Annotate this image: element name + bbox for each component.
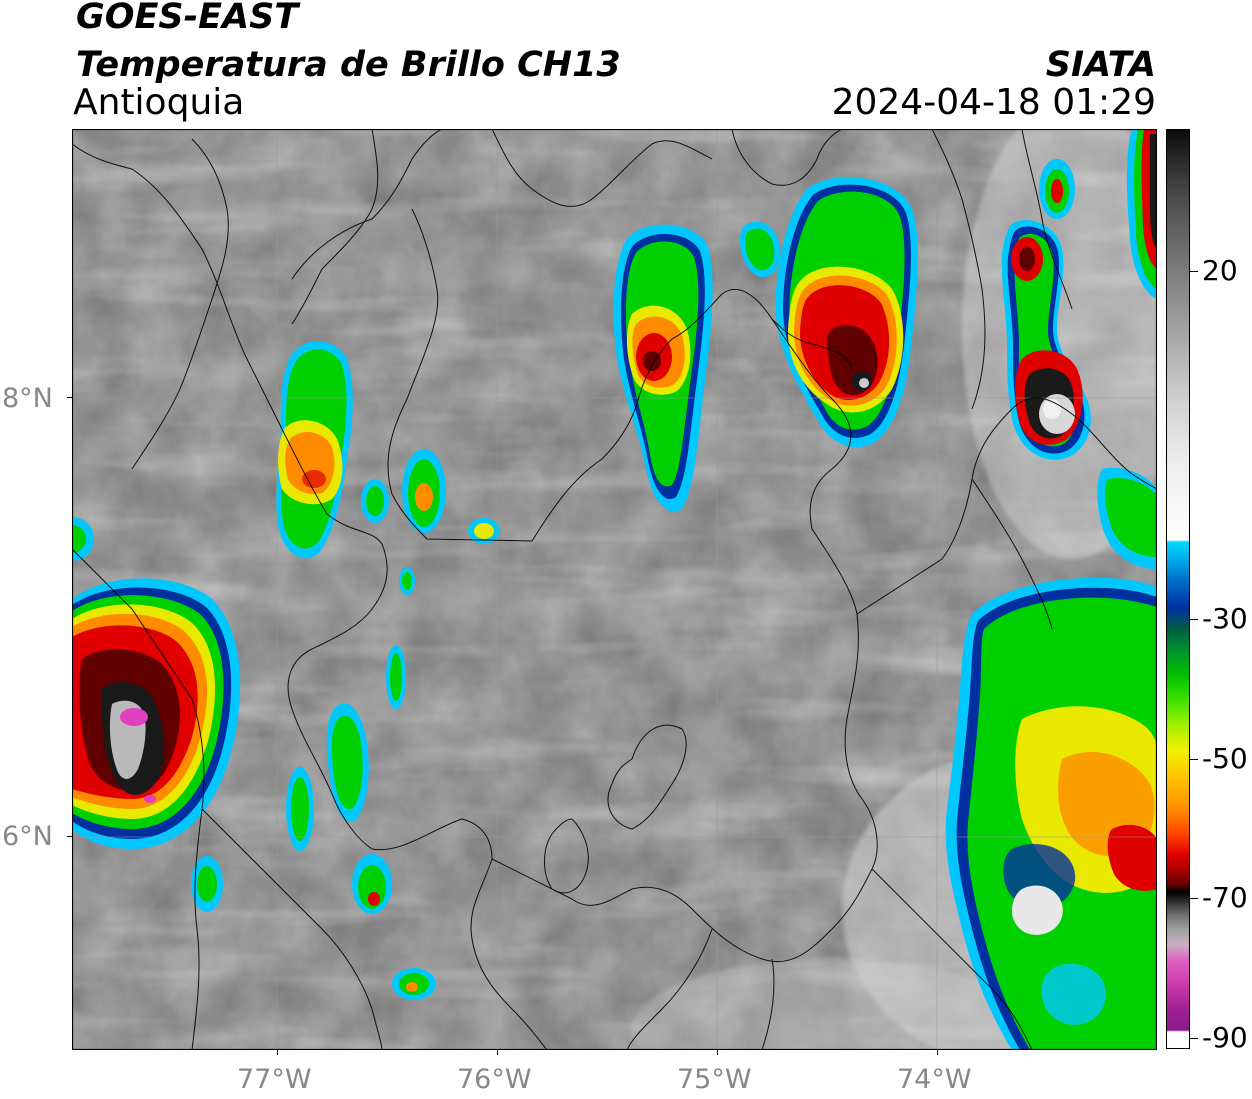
cbar-label-m90: -90 xyxy=(1202,1021,1248,1054)
cbar-label-m30: -30 xyxy=(1202,602,1248,635)
cbar-tick-m90 xyxy=(1190,1038,1198,1039)
xtick-mark-74w xyxy=(937,1050,938,1055)
xtick-label-74w: 74°W xyxy=(897,1064,972,1095)
ytick-label-8n: 8°N xyxy=(2,383,53,414)
ytick-mark-6n xyxy=(67,836,72,837)
xtick-label-77w: 77°W xyxy=(237,1064,312,1095)
storm-south-east-complex xyxy=(945,577,1157,1050)
storm-west-coast xyxy=(72,578,241,849)
timestamp-label: 2024-04-18 01:29 xyxy=(831,82,1156,123)
boundaries xyxy=(72,129,1157,1050)
storm-small-cells xyxy=(72,449,500,1000)
agency-label: SIATA xyxy=(1045,45,1156,85)
storm-north-east-edge xyxy=(1001,129,1157,569)
xtick-mark-77w xyxy=(277,1050,278,1055)
cbar-tick-m50 xyxy=(1190,759,1198,760)
cbar-label-m50: -50 xyxy=(1202,742,1248,775)
satellite-title: GOES-EAST xyxy=(76,0,299,37)
region-label: Antioquia xyxy=(73,82,245,123)
colorbar xyxy=(1166,129,1190,1049)
storm-north-central xyxy=(613,224,713,512)
cbar-tick-20 xyxy=(1190,271,1198,272)
xtick-label-75w: 75°W xyxy=(677,1064,752,1095)
satellite-map xyxy=(72,129,1157,1050)
cbar-tick-m30 xyxy=(1190,619,1198,620)
xtick-mark-76w xyxy=(497,1050,498,1055)
cbar-label-20: 20 xyxy=(1202,254,1238,287)
xtick-mark-75w xyxy=(717,1050,718,1055)
storm-urabá xyxy=(276,341,353,559)
cbar-label-m70: -70 xyxy=(1202,881,1248,914)
cbar-tick-m70 xyxy=(1190,898,1198,899)
product-title: Temperatura de Brillo CH13 xyxy=(76,45,621,85)
storm-north-east xyxy=(740,177,918,448)
ytick-mark-8n xyxy=(67,397,72,398)
ytick-label-6n: 6°N xyxy=(2,821,53,852)
map-frame xyxy=(72,129,1157,1050)
xtick-label-76w: 76°W xyxy=(457,1064,532,1095)
